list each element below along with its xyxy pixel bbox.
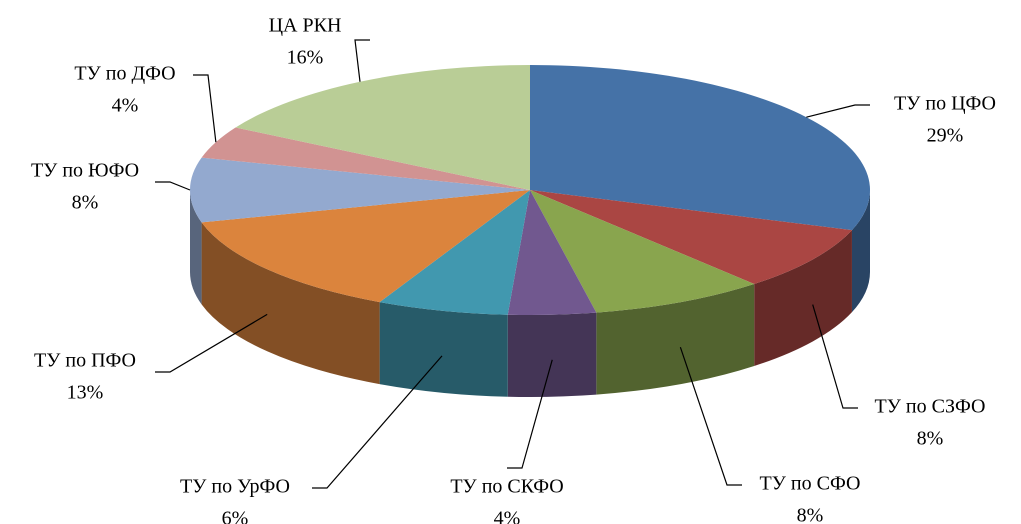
pie-sides [190, 190, 870, 397]
category-label: ТУ по ДФО [74, 63, 175, 85]
value-label: 4% [112, 95, 139, 117]
value-label: 6% [222, 508, 249, 524]
category-label: ТУ по СФО [760, 473, 861, 495]
slice-side [379, 302, 508, 397]
category-label: ЦА РКН [269, 15, 342, 37]
category-label: ТУ по СКФО [450, 476, 563, 498]
slice-side [201, 222, 380, 385]
leader-line [812, 304, 858, 409]
leader-line [806, 104, 870, 118]
slice [201, 127, 531, 190]
value-label: 8% [917, 428, 944, 450]
value-label: 8% [72, 192, 99, 214]
value-label: 13% [67, 382, 104, 404]
category-label: ТУ по ЦФО [894, 93, 996, 115]
category-label: ТУ по ЮФО [31, 160, 139, 182]
slice-side [507, 312, 597, 397]
category-label: ТУ по СЗФО [875, 396, 986, 418]
pie-tops [190, 65, 871, 315]
leader-line [155, 181, 191, 191]
slice [530, 190, 755, 313]
labels: ТУ по ЦФО 29% ТУ по СЗФО 8% ТУ по СФО 8% ТУ по… [31, 15, 996, 524]
slice [507, 190, 597, 315]
category-label: ТУ по ПФО [34, 350, 136, 372]
slice [379, 190, 530, 315]
leader-line [354, 39, 370, 82]
slice [530, 65, 871, 231]
value-label: 4% [494, 508, 521, 524]
value-label: 29% [927, 125, 964, 147]
slice-side [190, 190, 202, 305]
category-label: ТУ по УрФО [180, 476, 290, 498]
slice-side [754, 230, 852, 366]
slice-side [851, 190, 870, 313]
leader-line [193, 74, 217, 143]
slice [190, 157, 530, 223]
leader-line [155, 313, 268, 373]
slice [201, 190, 531, 303]
slice-side [596, 283, 755, 395]
slice [235, 65, 530, 190]
slice [530, 190, 852, 284]
leader-line [312, 355, 443, 489]
value-label: 16% [287, 47, 324, 69]
value-label: 8% [797, 505, 824, 524]
leader-line [679, 347, 742, 486]
leader-line [507, 359, 553, 469]
